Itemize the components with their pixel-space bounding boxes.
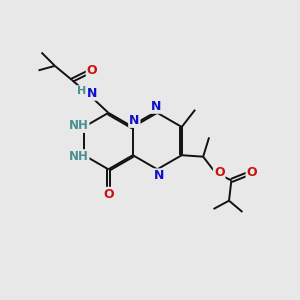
Text: N: N bbox=[151, 100, 161, 113]
Text: N: N bbox=[87, 87, 98, 100]
Text: N: N bbox=[129, 114, 140, 127]
Text: NH: NH bbox=[69, 150, 88, 163]
Text: N: N bbox=[154, 169, 164, 182]
Text: O: O bbox=[103, 188, 114, 201]
Text: O: O bbox=[247, 166, 257, 178]
Text: O: O bbox=[87, 64, 98, 76]
Text: H: H bbox=[77, 86, 86, 96]
Text: O: O bbox=[214, 166, 224, 179]
Text: NH: NH bbox=[69, 119, 88, 132]
